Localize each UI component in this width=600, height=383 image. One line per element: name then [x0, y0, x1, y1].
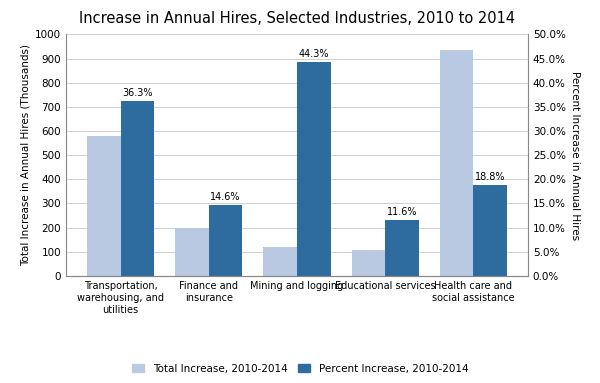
- Legend: Total Increase, 2010-2014, Percent Increase, 2010-2014: Total Increase, 2010-2014, Percent Incre…: [128, 360, 472, 378]
- Y-axis label: Percent Increase in Annual Hires: Percent Increase in Annual Hires: [570, 70, 580, 240]
- Text: 14.6%: 14.6%: [210, 192, 241, 202]
- Text: 36.3%: 36.3%: [122, 88, 152, 98]
- Text: 18.8%: 18.8%: [475, 172, 505, 182]
- Bar: [209, 205, 242, 276]
- Bar: [297, 62, 331, 276]
- Bar: [473, 185, 507, 276]
- Bar: [175, 228, 209, 276]
- Y-axis label: Total Increase in Annual Hires (Thousands): Total Increase in Annual Hires (Thousand…: [21, 44, 31, 266]
- Bar: [121, 101, 154, 276]
- Bar: [385, 220, 419, 276]
- Bar: [87, 136, 121, 276]
- Bar: [440, 50, 473, 276]
- Bar: [352, 250, 385, 276]
- Title: Increase in Annual Hires, Selected Industries, 2010 to 2014: Increase in Annual Hires, Selected Indus…: [79, 11, 515, 26]
- Bar: [263, 247, 297, 276]
- Text: 44.3%: 44.3%: [299, 49, 329, 59]
- Text: 11.6%: 11.6%: [387, 207, 417, 217]
